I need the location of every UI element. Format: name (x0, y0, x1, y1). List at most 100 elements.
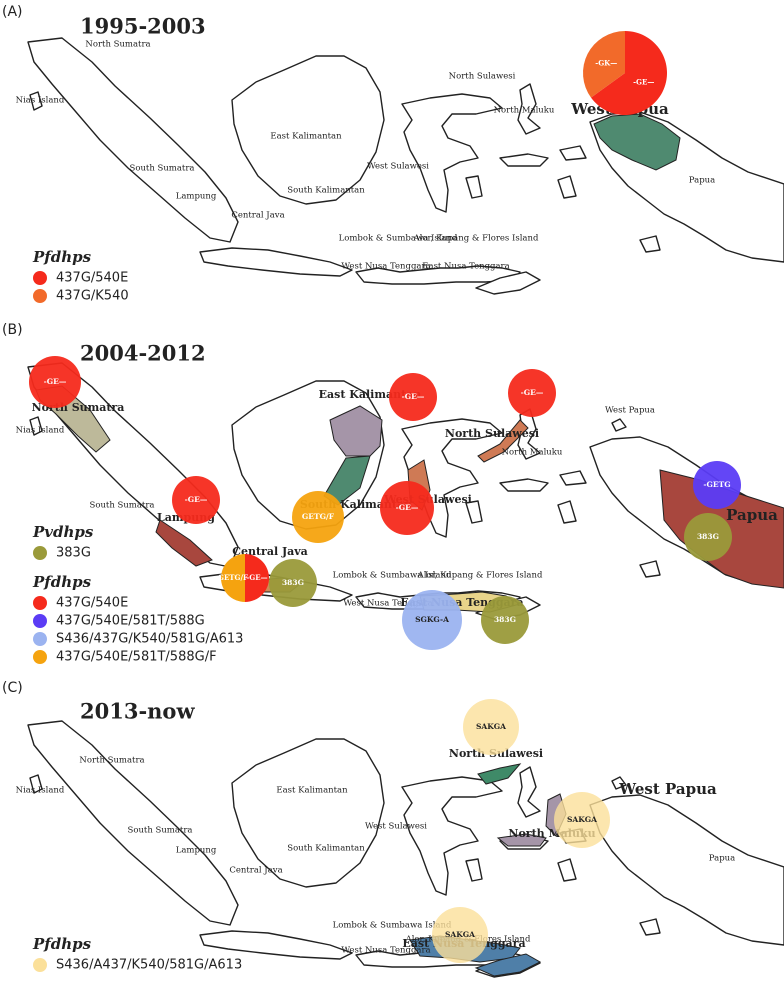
legend-swatch (33, 632, 47, 646)
place-label: Nias Island (16, 786, 65, 796)
place-label: West Nusa Tenggara (341, 946, 430, 956)
region (477, 419, 529, 463)
region (477, 763, 522, 785)
marker-label: 383G (697, 532, 719, 541)
legend-label: 437G/540E/581T/588G/F (56, 650, 217, 665)
marker-label: SAKGA (445, 930, 475, 939)
place-label: West Papua (605, 406, 655, 416)
panel-tag: (C) (2, 680, 23, 696)
pie-wedge (245, 554, 269, 602)
legend-label: 383G (56, 546, 91, 561)
place-label: West Sulawesi (365, 822, 427, 832)
place-label: Papua (709, 854, 735, 864)
legend-swatch (33, 546, 47, 560)
place-label: West Papua (618, 780, 717, 798)
marker (463, 699, 519, 755)
marker-label: -GE— (246, 573, 267, 582)
marker (389, 373, 437, 421)
marker (29, 356, 81, 408)
marker-label: -GK— (595, 58, 617, 67)
legend-label: 437G/K540 (56, 289, 129, 304)
place-label: North Maluku (494, 106, 555, 116)
place-label: Central Java (231, 211, 284, 221)
place-label: Lampung (176, 846, 217, 856)
marker-label: 383G (494, 615, 516, 624)
legend-label: 437G/540E/581T/588G (56, 614, 205, 629)
marker (554, 792, 610, 848)
panel-title: 2013-now (80, 699, 195, 724)
marker-label: SAKGA (567, 815, 597, 824)
place-label: Nias Island (16, 426, 65, 436)
place-label: Lampung (176, 192, 217, 202)
legend-swatch (33, 271, 47, 285)
region (496, 833, 547, 847)
place-label: North Sulawesi (445, 427, 539, 440)
region (329, 405, 383, 457)
marker (380, 481, 434, 535)
marker (269, 559, 317, 607)
legend-swatch (33, 289, 47, 303)
pie-wedge (591, 31, 667, 116)
pie-wedge (583, 31, 625, 98)
place-label: East Kalimantan (270, 132, 342, 142)
place-label: South Sumatra (128, 826, 193, 836)
marker-label: SAKGA (476, 722, 506, 731)
marker (481, 596, 529, 644)
legend-swatch (33, 614, 47, 628)
marker (684, 513, 732, 561)
legend-label: S436/437G/K540/581G/A613 (56, 632, 243, 647)
place-label: Papua (726, 506, 778, 524)
marker (292, 491, 344, 543)
legend-label: 437G/540E (56, 271, 128, 286)
marker-label: GETG/F (302, 512, 335, 521)
place-label: South Sumatra (130, 164, 195, 174)
place-label: East Kalimantan (276, 786, 348, 796)
panel-title: 1995-2003 (80, 14, 206, 39)
place-label: Nias Island (16, 96, 65, 106)
legend-swatch (33, 958, 47, 972)
place-label: East Nusa Tenggara (422, 262, 509, 272)
legend-title: Pfdhps (32, 248, 92, 266)
place-label: Alor, Kupang & Flores Island (417, 571, 543, 581)
marker-label: 383G (282, 578, 304, 587)
marker-label: -GE— (44, 377, 67, 386)
place-label: Central Java (232, 545, 308, 558)
place-label: West Sulawesi (367, 162, 429, 172)
region (323, 455, 371, 506)
place-label: North Sulawesi (449, 72, 516, 82)
place-label: South Kalimantan (287, 844, 365, 854)
panel-title: 2004-2012 (80, 341, 206, 366)
place-label: West Nusa Tenggara (343, 599, 432, 609)
legend-title: Pvdhps (32, 523, 94, 541)
marker-label: -GE— (396, 503, 419, 512)
place-label: Alor, Kupang & Flores Island (413, 234, 539, 244)
marker-label: GETG/F (218, 573, 248, 582)
legend-swatch (33, 650, 47, 664)
region (593, 113, 681, 171)
legend-title: Pfdhps (32, 573, 92, 591)
place-label: South Kalimantan (287, 186, 365, 196)
legend-label: S436/A437/K540/581G/A613 (56, 958, 242, 973)
marker (402, 590, 462, 650)
place-label: Papua (689, 176, 715, 186)
place-label: North Maluku (502, 448, 563, 458)
place-label: Central Java (229, 866, 282, 876)
pie-wedge (221, 554, 245, 602)
panel-tag: (B) (2, 322, 23, 338)
marker-label: -GE— (402, 392, 425, 401)
place-label: Lombok & Sumbawa Island (333, 571, 452, 581)
marker-label: -GETG (703, 480, 730, 489)
marker (508, 369, 556, 417)
place-label: South Sumatra (90, 501, 155, 511)
legend-title: Pfdhps (32, 935, 92, 953)
marker (432, 907, 488, 963)
marker (172, 476, 220, 524)
place-label: Lombok & Sumbawa Island (333, 921, 452, 931)
place-label: North Sumatra (79, 756, 144, 766)
panel-tag: (A) (2, 4, 23, 20)
legend-swatch (33, 596, 47, 610)
place-label: West Nusa Tenggara (341, 262, 430, 272)
place-label: North Sumatra (85, 40, 150, 50)
